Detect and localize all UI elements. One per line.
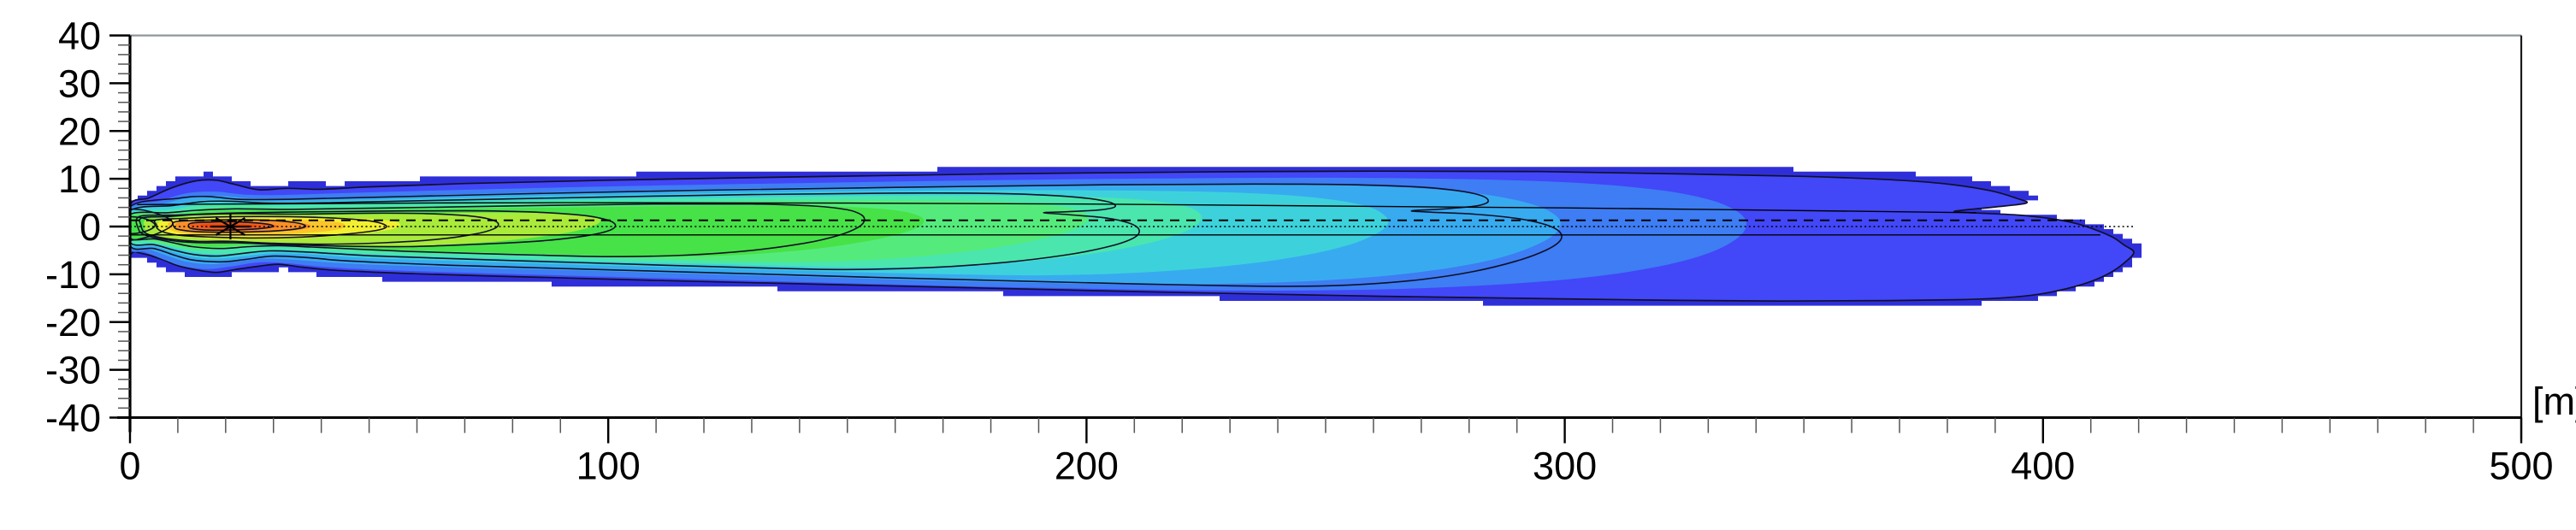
x-tick-label: 300: [1533, 445, 1597, 488]
upper-transect-line: [137, 202, 1976, 214]
y-tick-label: -40: [45, 397, 101, 440]
contour-101m-ellipse: [135, 209, 617, 248]
contour-source-loop-outer: [130, 208, 174, 241]
reference-lines: [130, 202, 2134, 236]
y-tick-label: 0: [80, 205, 101, 249]
y-tick-label: 40: [58, 15, 101, 58]
y-tick-label: 30: [58, 62, 101, 105]
contour-lines: [130, 183, 1563, 287]
dispersion-contour-chart: 40 30 20 10 0 -10 -20 -30 -40 0 100 200 300 400 500 [m…: [34, 14, 2576, 516]
y-tick-label: 20: [58, 109, 101, 153]
contour-29m-core: [187, 221, 275, 232]
contour-290m-zigzag: [130, 183, 1563, 287]
asterisk-spoke: [215, 217, 245, 236]
x-tick-label: 100: [576, 445, 641, 488]
y-tick-label: -10: [45, 253, 101, 297]
contour-source-loop-inner: [130, 215, 157, 235]
contour-152m-ellipse: [130, 203, 866, 258]
axis-unit-label: [m]: [2532, 380, 2576, 423]
y-tick-label: -20: [45, 301, 101, 344]
x-tick-label: 200: [1055, 445, 1119, 488]
y-tick-label: 10: [58, 157, 101, 201]
contour-36m-ellipse: [172, 219, 307, 233]
plot-frame: [117, 34, 2523, 439]
x-tick-label: 0: [119, 445, 140, 488]
y-tick-label: -30: [45, 349, 101, 392]
source-marker-asterisk: [210, 214, 251, 239]
contour-77m-ellipse: [139, 212, 499, 245]
x-tick-label: 400: [2011, 445, 2075, 488]
contour-53m-ellipse: [153, 215, 387, 239]
x-tick-label: 500: [2489, 445, 2553, 488]
axis-ticks: [109, 34, 2523, 444]
contour-fill-levels: [130, 167, 2142, 306]
